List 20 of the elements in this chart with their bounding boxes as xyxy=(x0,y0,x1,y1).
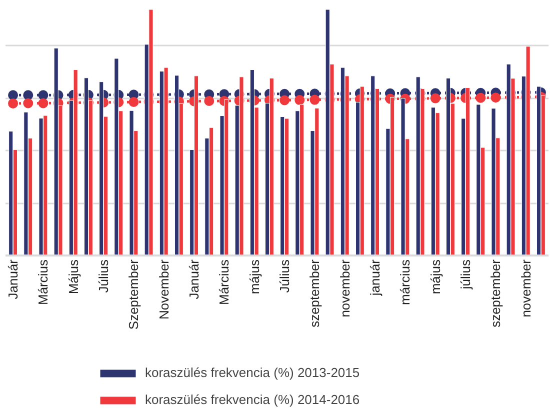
x-tick-label: Március xyxy=(36,259,51,306)
legend-label: koraszülés frekvencia (%) 2014-2016 xyxy=(145,392,360,407)
x-tick-label: július xyxy=(458,259,474,290)
x-tick-label: november xyxy=(337,258,352,318)
x-tick-label: március xyxy=(398,259,413,306)
x-tick-label: január xyxy=(368,258,383,297)
legend-label: koraszülés frekvencia (%) 2013-2015 xyxy=(145,365,360,380)
x-tick-label: November xyxy=(156,258,172,320)
x-tick-label: május xyxy=(246,259,262,294)
x-tick-label: Július xyxy=(96,259,112,293)
x-tick-label: Július xyxy=(277,259,292,293)
x-tick-label: május xyxy=(428,259,443,294)
x-tick-label: november xyxy=(518,258,534,318)
x-tick-label: Január xyxy=(186,258,202,300)
x-tick-label: Január xyxy=(6,258,21,300)
x-tick-label: Szeptember xyxy=(126,258,142,330)
x-tick-label: szeptember xyxy=(307,258,322,328)
x-tick-label: szeptember xyxy=(488,258,504,328)
x-tick-label: Március xyxy=(216,259,232,306)
x-tick-label: Május xyxy=(66,259,81,294)
